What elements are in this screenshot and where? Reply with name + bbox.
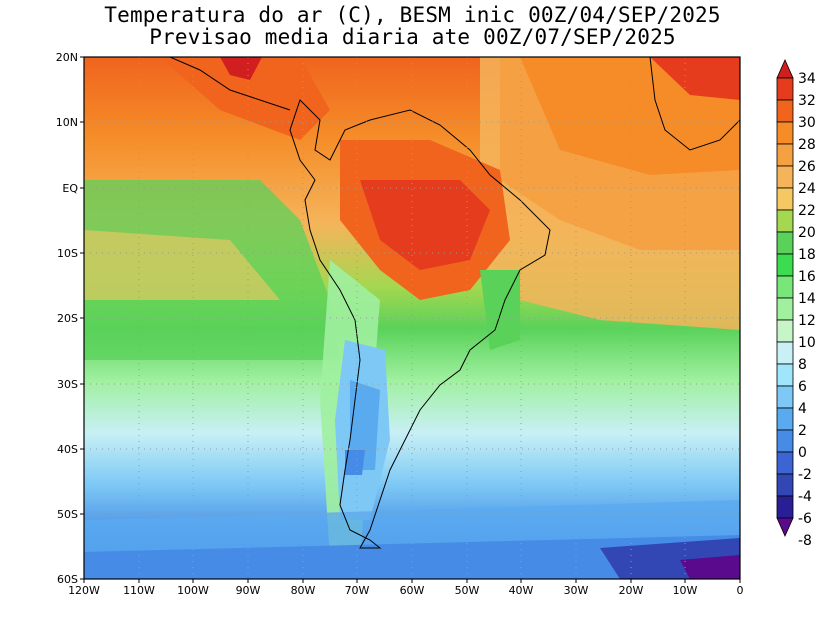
lon-tick-label: 80W [291, 584, 316, 597]
colorbar-swatch [776, 451, 794, 475]
colorbar-label: 2 [798, 423, 807, 439]
lon-tick-label: 70W [345, 584, 370, 597]
colorbar-swatch [776, 407, 794, 431]
colorbar-swatch [776, 275, 794, 299]
lat-tick-label: EQ [62, 182, 78, 195]
colorbar-label: -4 [798, 489, 812, 505]
longitude-axis [83, 579, 741, 583]
colorbar-swatch [776, 363, 794, 387]
map-title-line2: Previsao media diaria ate 00Z/07/SEP/202… [149, 25, 676, 49]
colorbar-label: 26 [798, 159, 816, 175]
lat-tick-label: 30S [57, 378, 78, 391]
colorbar-label: 8 [798, 357, 807, 373]
colorbar-swatch [776, 341, 794, 365]
colorbar-overflow-arrow [776, 59, 794, 79]
colorbar-swatch [776, 253, 794, 277]
lat-tick-label: 50S [57, 508, 78, 521]
colorbar-label: 32 [798, 93, 816, 109]
colorbar-label: -8 [798, 533, 812, 549]
colorbar-swatch [776, 495, 794, 519]
lon-tick-label: 100W [177, 584, 209, 597]
lon-tick-label: 40W [509, 584, 534, 597]
colorbar-swatch [776, 143, 794, 167]
colorbar-label: 0 [798, 445, 807, 461]
colorbar-swatch [776, 319, 794, 343]
colorbar-swatch [776, 297, 794, 321]
colorbar-swatch [776, 429, 794, 453]
colorbar-swatch [776, 385, 794, 409]
colorbar-swatch [776, 165, 794, 189]
lat-tick-label: 10S [57, 247, 78, 260]
colorbar-label: 28 [798, 137, 816, 153]
colorbar-swatch [776, 77, 794, 101]
lon-tick-label: 110W [123, 584, 155, 597]
colorbar-label: 34 [798, 71, 816, 87]
lat-tick-label: 60S [57, 573, 78, 586]
lon-tick-label: 20W [619, 584, 644, 597]
colorbar-label: 16 [798, 269, 816, 285]
lon-tick-label: 60W [400, 584, 425, 597]
colorbar-label: 18 [798, 247, 816, 263]
coastlines [169, 57, 740, 549]
lon-tick-label: 90W [236, 584, 261, 597]
lat-tick-label: 20S [57, 312, 78, 325]
map-title-line1: Temperatura do ar (C), BESM inic 00Z/04/… [104, 3, 721, 27]
colorbar-label: 20 [798, 225, 816, 241]
lat-tick-label: 40S [57, 443, 78, 456]
colorbar-label: 24 [798, 181, 816, 197]
lat-tick-label: 10N [56, 116, 78, 129]
colorbar-label: 14 [798, 291, 816, 307]
colorbar-swatch [776, 99, 794, 123]
lon-tick-label: 0 [737, 584, 744, 597]
colorbar-label: -6 [798, 511, 812, 527]
lat-tick-label: 20N [56, 51, 78, 64]
latitude-axis [80, 56, 84, 580]
lon-tick-label: 30W [564, 584, 589, 597]
colorbar-label: 10 [798, 335, 816, 351]
colorbar-label: -2 [798, 467, 812, 483]
colorbar-label: 22 [798, 203, 816, 219]
colorbar-underflow-arrow [776, 517, 794, 537]
colorbar-label: 30 [798, 115, 816, 131]
colorbar-swatch [776, 121, 794, 145]
lon-tick-label: 120W [68, 584, 100, 597]
colorbar-swatch [776, 473, 794, 497]
lon-tick-label: 10W [673, 584, 698, 597]
colorbar-swatch [776, 231, 794, 255]
map-grid [84, 57, 740, 579]
colorbar-label: 4 [798, 401, 807, 417]
colorbar-swatch [776, 209, 794, 233]
lon-tick-label: 50W [455, 584, 480, 597]
colorbar-swatch [776, 187, 794, 211]
colorbar-label: 12 [798, 313, 816, 329]
colorbar-label: 6 [798, 379, 807, 395]
